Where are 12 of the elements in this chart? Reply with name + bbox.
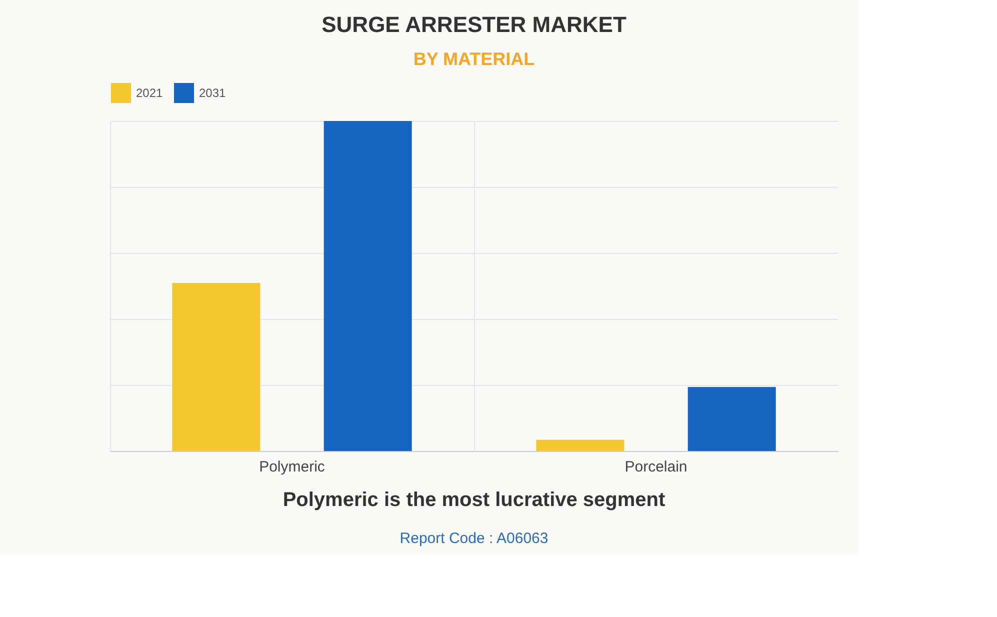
bar bbox=[688, 386, 776, 451]
legend-label: 2031 bbox=[199, 86, 226, 100]
x-tick-label: Polymeric bbox=[259, 458, 326, 476]
x-tick-label: Porcelain bbox=[624, 458, 688, 476]
bar bbox=[536, 440, 624, 451]
text: Polymeric is the most lucrative segment bbox=[282, 489, 666, 511]
text: Report Code : A06063 bbox=[400, 530, 548, 547]
legend-label: 2021 bbox=[136, 86, 164, 100]
bar bbox=[172, 283, 260, 451]
bar bbox=[324, 121, 412, 451]
chart-title: SURGE ARRESTER MARKET bbox=[322, 12, 627, 37]
chart-subtitle: BY MATERIAL bbox=[413, 49, 535, 69]
